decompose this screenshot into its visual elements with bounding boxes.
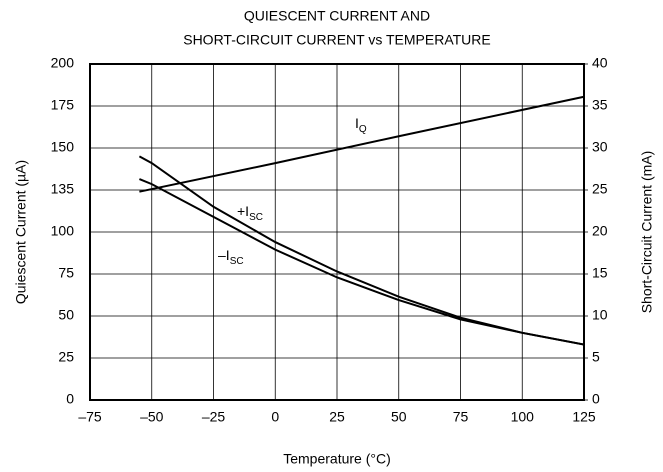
y-tick-label: 75	[58, 265, 74, 281]
series-line	[139, 95, 585, 193]
series-name: –I	[218, 247, 230, 263]
y2-tick-label: 40	[592, 55, 608, 71]
y-tick-label: 100	[51, 223, 75, 239]
y-tick-label: 200	[51, 55, 75, 71]
y-tick-label: 135	[51, 181, 75, 197]
y2-tick-label: 15	[592, 265, 608, 281]
y-axis-label: Quiescent Current (µA)	[13, 160, 29, 304]
series-label: –ISC	[218, 247, 244, 267]
y2-axis-label: Short-Circuit Current (mA)	[639, 151, 655, 314]
x-tick-label: 100	[511, 409, 535, 425]
series-subscript: SC	[249, 212, 263, 223]
y2-tick-label: 35	[592, 97, 608, 113]
y-tick-label: 0	[66, 391, 74, 407]
x-tick-label: 25	[329, 409, 345, 425]
x-tick-label: –75	[78, 409, 102, 425]
series-subscript: Q	[359, 124, 367, 135]
series-label: IQ	[355, 115, 367, 135]
y-tick-label: 50	[58, 307, 74, 323]
x-tick-label: 50	[391, 409, 407, 425]
series-name: +I	[237, 203, 249, 219]
series-subscript: SC	[230, 256, 244, 267]
series-name: I	[355, 115, 359, 131]
series-line	[139, 178, 585, 346]
x-tick-label: –25	[202, 409, 226, 425]
y-tick-label: 150	[51, 139, 75, 155]
plot-frame	[89, 63, 585, 401]
y2-tick-label: 5	[592, 349, 600, 365]
y2-tick-label: 0	[592, 391, 600, 407]
y2-tick-label: 30	[592, 139, 608, 155]
x-tick-label: 0	[271, 409, 279, 425]
chart-title: QUIESCENT CURRENT AND	[244, 8, 430, 24]
x-tick-label: 75	[453, 409, 469, 425]
chart-title: SHORT-CIRCUIT CURRENT vs TEMPERATURE	[183, 32, 491, 48]
x-tick-label: –50	[140, 409, 164, 425]
series-label: +ISC	[237, 203, 263, 223]
y-tick-label: 25	[58, 349, 74, 365]
y-tick-label: 175	[51, 97, 75, 113]
x-tick-label: 125	[572, 409, 596, 425]
y2-tick-label: 20	[592, 223, 608, 239]
y2-tick-label: 25	[592, 181, 608, 197]
x-axis-label: Temperature (°C)	[283, 451, 391, 467]
y2-tick-label: 10	[592, 307, 608, 323]
